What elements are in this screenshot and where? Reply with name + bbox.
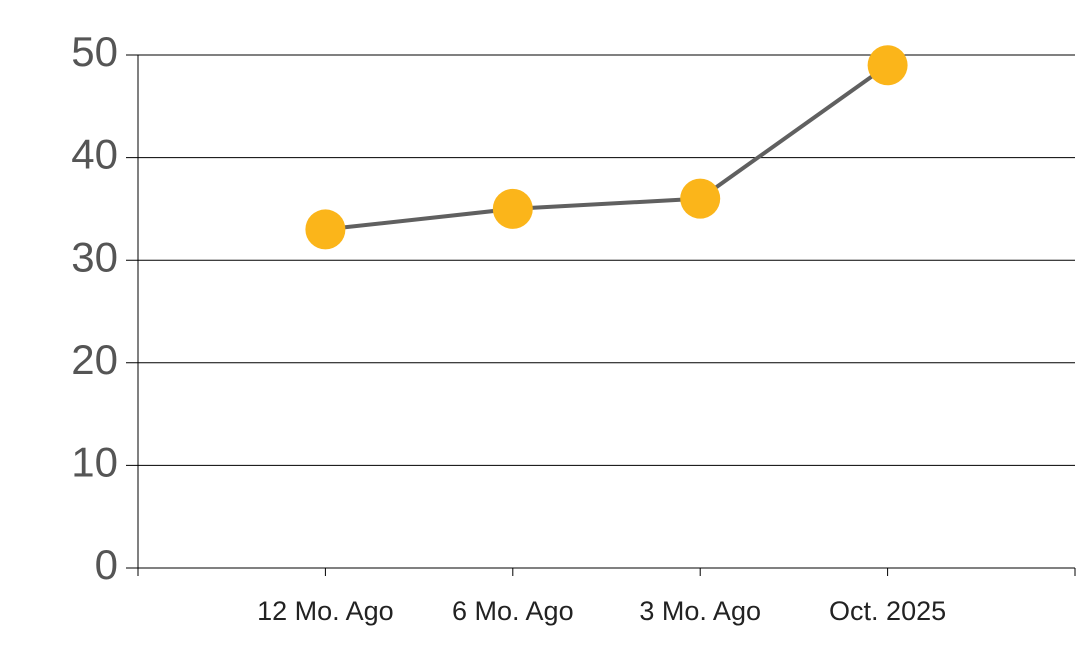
- y-tick-label: 10: [71, 438, 118, 485]
- y-tick-label: 40: [71, 131, 118, 178]
- y-tick-label: 50: [71, 28, 118, 75]
- marker: [492, 188, 533, 229]
- x-tick-label: Oct. 2025: [829, 596, 946, 626]
- y-tick-label: 30: [71, 233, 118, 280]
- line: [325, 63, 889, 232]
- x-tick-label: 12 Mo. Ago: [257, 596, 394, 626]
- y-tick-label: 20: [71, 336, 118, 383]
- marker: [867, 45, 908, 86]
- y-tick-label: 0: [95, 541, 118, 588]
- x-tick-label: 6 Mo. Ago: [452, 596, 574, 626]
- x-tick-label: 3 Mo. Ago: [639, 596, 761, 626]
- marker: [305, 209, 346, 250]
- marker: [680, 178, 721, 219]
